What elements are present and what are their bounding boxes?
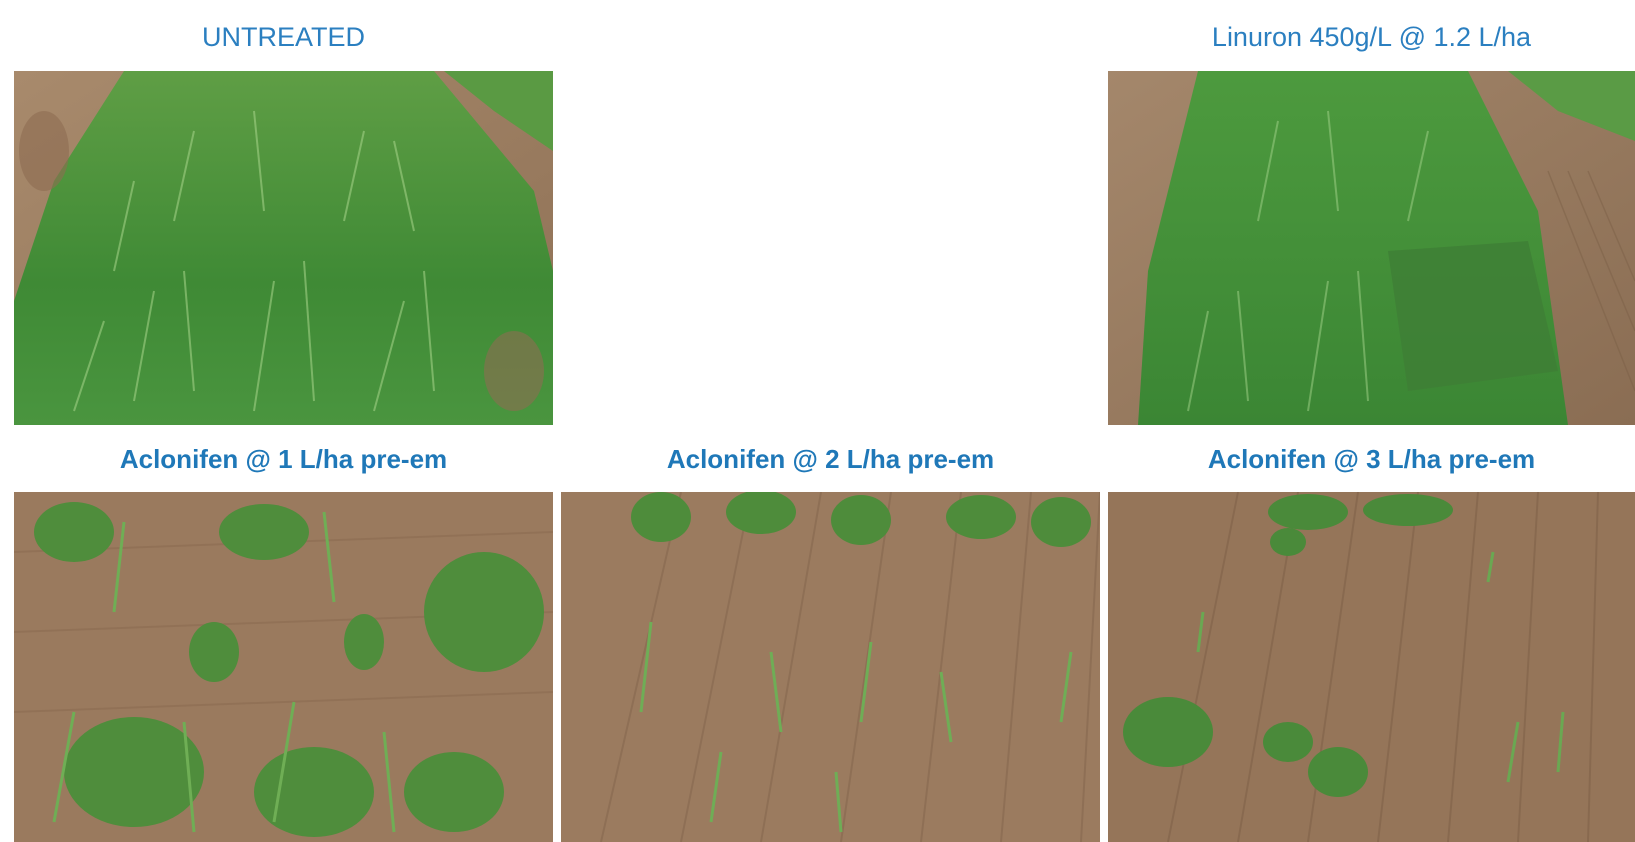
caption-aclonifen-2: Aclonifen @ 2 L/ha pre-em xyxy=(666,444,995,474)
photo-aclonifen-1-plot xyxy=(14,492,553,842)
caption-untreated: UNTREATED xyxy=(201,22,365,52)
photo-aclonifen-2-plot xyxy=(561,492,1100,842)
photo-linuron-plot xyxy=(1108,71,1635,425)
caption-linuron: Linuron 450g/L @ 1.2 L/ha xyxy=(1211,22,1532,52)
caption-aclonifen-1: Aclonifen @ 1 L/ha pre-em xyxy=(119,444,448,474)
caption-aclonifen-3: Aclonifen @ 3 L/ha pre-em xyxy=(1207,444,1536,474)
photo-aclonifen-3-plot xyxy=(1108,492,1635,842)
photo-untreated-plot xyxy=(14,71,553,425)
